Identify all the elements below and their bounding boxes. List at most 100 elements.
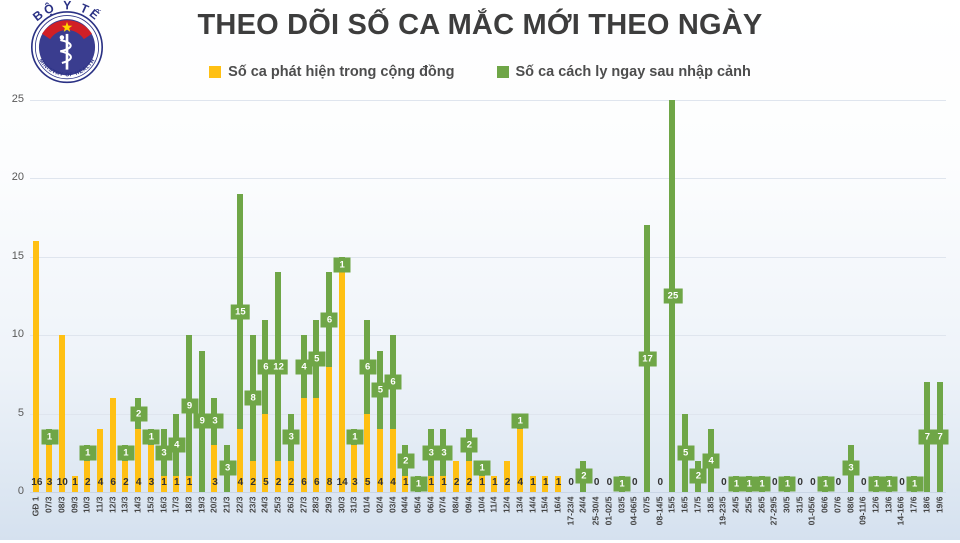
bar-segment-community [554, 476, 561, 492]
x-axis-label: 03/4 [387, 496, 398, 514]
gridline-0 [30, 492, 946, 493]
community-value-label: 0 [899, 477, 905, 488]
bar-segment-community [186, 476, 193, 492]
x-axis-label: 26/3 [285, 496, 296, 514]
bar-segment-community [275, 460, 282, 492]
legend-label-quarantine: Số ca cách ly ngay sau nhập cảnh [515, 64, 751, 80]
community-value-label: 1 [161, 477, 167, 488]
bar-segment-community [427, 476, 434, 492]
gridline-15 [30, 256, 946, 258]
x-axis-label: 15/3 [145, 496, 156, 514]
quarantine-value-label: 1 [753, 476, 771, 492]
quarantine-value-label: 2 [689, 468, 707, 484]
quarantine-value-label: 25 [663, 288, 683, 304]
x-axis-label: 17-23/4 [565, 496, 576, 526]
bar-segment-community [287, 460, 294, 492]
quarantine-swatch-icon [496, 66, 509, 78]
page-title: THEO DÕI SỐ CA MẮC MỚI THEO NGÀY [197, 9, 763, 41]
bar-segment-community [389, 429, 396, 492]
x-axis-label: 31/5 [794, 496, 805, 514]
gridline-10 [30, 335, 946, 337]
community-swatch-icon [209, 66, 222, 78]
quarantine-value-label: 8 [244, 390, 262, 406]
community-value-label: 0 [861, 477, 867, 488]
community-value-label: 0 [593, 477, 600, 488]
bar-segment-community [135, 429, 142, 492]
community-value-label: 8 [326, 477, 333, 488]
x-axis-label: 27/3 [298, 496, 309, 514]
bar-segment-community [160, 476, 167, 492]
x-axis-label: 11/3 [94, 496, 105, 513]
x-axis-label: 28/3 [310, 496, 321, 514]
quarantine-value-label: 9 [181, 398, 199, 414]
quarantine-value-label: 1 [346, 429, 364, 445]
bar-segment-community [211, 444, 218, 492]
community-value-label: 0 [606, 477, 613, 488]
community-value-label: 2 [466, 477, 473, 488]
community-value-label: 16 [31, 477, 43, 488]
x-axis-label: 17/6 [908, 496, 919, 514]
x-axis-label: 12/6 [870, 496, 881, 514]
bar-segment-community [109, 397, 116, 492]
y-axis-tick-20: 20 [11, 171, 24, 184]
bar-segment-community [249, 460, 256, 492]
x-axis-label: 06/6 [819, 496, 830, 514]
x-axis-label: 08/3 [56, 496, 67, 514]
x-axis-label: 30/5 [781, 496, 792, 514]
community-value-label: 1 [403, 477, 409, 488]
community-value-label: 1 [174, 477, 180, 488]
x-axis-label: 10/4 [476, 496, 487, 514]
x-axis-label: 01-02/5 [603, 496, 614, 526]
x-axis-label: 17/3 [170, 496, 181, 514]
bar-segment-community [96, 429, 103, 492]
chart-legend: Số ca phát hiện trong cộng đồng Số ca cá… [0, 64, 960, 80]
quarantine-value-label: 3 [282, 429, 300, 445]
x-axis-label: 08/6 [845, 496, 856, 514]
x-axis-label: 01-05/6 [806, 496, 817, 526]
x-axis-label: 03/5 [616, 496, 627, 514]
community-value-label: 2 [288, 477, 295, 488]
community-value-label: 3 [212, 477, 218, 488]
bar-segment-community [478, 476, 485, 492]
legend-item-quarantine: Số ca cách ly ngay sau nhập cảnh [496, 64, 751, 80]
x-axis-label: 08-14/5 [654, 496, 665, 526]
x-axis-label: 31/3 [348, 496, 359, 514]
quarantine-value-label: 17 [638, 351, 657, 367]
bar-segment-community [364, 413, 371, 492]
quarantine-value-label: 1 [511, 413, 529, 429]
quarantine-value-label: 12 [269, 359, 288, 375]
quarantine-value-label: 1 [817, 476, 835, 492]
quarantine-value-label: 1 [613, 476, 631, 492]
bar-segment-community [300, 397, 307, 492]
bar-segment-community [173, 476, 180, 492]
x-axis-label: 07/4 [437, 496, 448, 514]
bar-segment-community [46, 444, 53, 492]
x-axis-label: 24/3 [259, 496, 270, 514]
x-axis-label: 07/5 [641, 496, 652, 514]
y-axis-tick-25: 25 [11, 93, 24, 105]
quarantine-value-label: 1 [142, 429, 160, 445]
bar-segment-community [529, 476, 536, 492]
quarantine-value-label: 2 [130, 406, 148, 422]
community-value-label: 1 [441, 477, 447, 488]
quarantine-value-label: 3 [219, 460, 237, 476]
x-axis-label: 14-16/6 [895, 496, 906, 526]
x-axis-label: 09-11/6 [857, 496, 868, 525]
bar-segment-community [465, 460, 472, 492]
legend-label-community: Số ca phát hiện trong cộng đồng [228, 64, 455, 80]
x-axis-label: 25-30/4 [590, 496, 601, 526]
x-axis-label: 10/3 [81, 496, 92, 514]
x-axis-label: 22/3 [234, 496, 245, 514]
y-axis-tick-5: 5 [17, 406, 24, 419]
x-axis-label: 15/5 [666, 496, 677, 514]
x-axis-label: 12/3 [107, 496, 118, 514]
x-axis-label: 18/6 [921, 496, 932, 514]
x-axis-label: 04/4 [399, 496, 410, 514]
logo-star-icon [61, 21, 73, 32]
quarantine-value-label: 1 [473, 460, 491, 476]
community-value-label: 14 [336, 477, 348, 488]
quarantine-value-label: 15 [231, 304, 250, 320]
x-axis-label: 11/4 [488, 496, 499, 513]
x-axis-label: 16/5 [679, 496, 690, 514]
